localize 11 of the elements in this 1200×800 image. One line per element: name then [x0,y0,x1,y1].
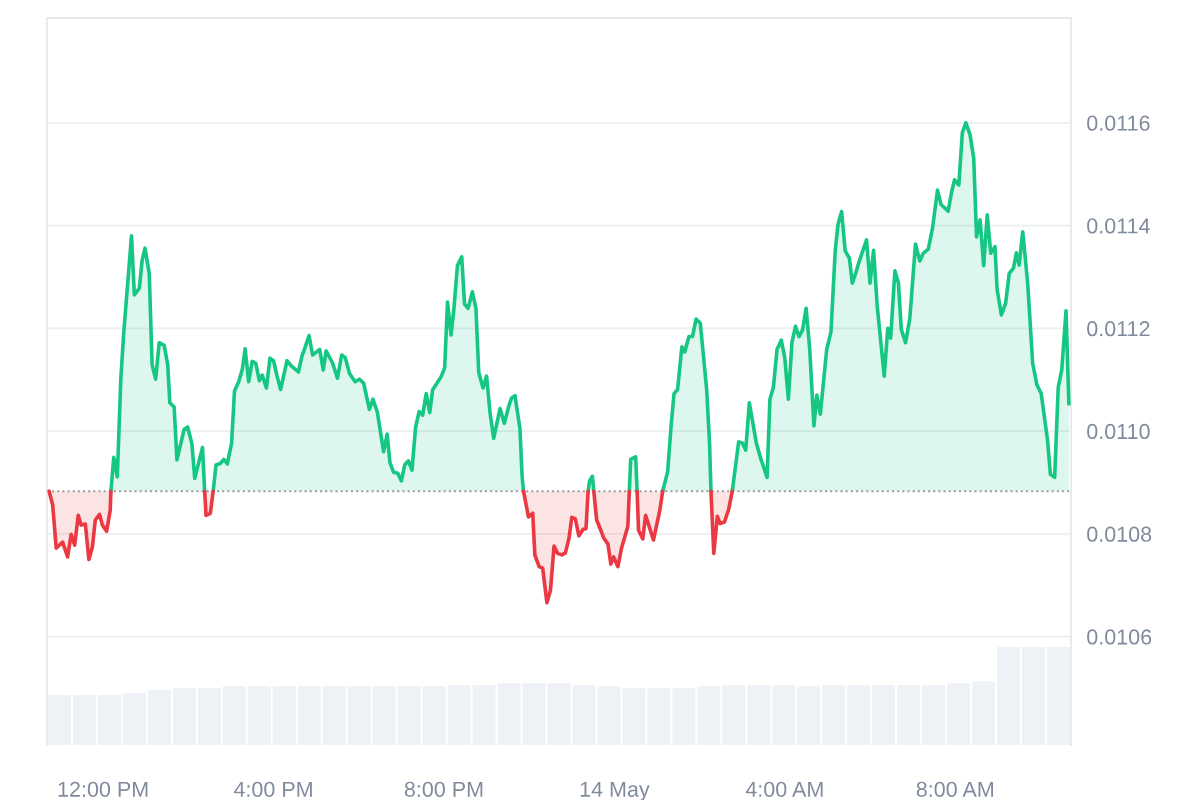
y-tick-label: 0.0108 [1087,526,1152,542]
x-tick-label: 12:00 PM [58,781,148,797]
y-tick-label: 0.0106 [1087,629,1152,645]
x-tick-label: 4:00 AM [745,781,823,797]
x-tick-label: 8:00 PM [404,781,483,797]
y-tick-label: 0.0110 [1087,423,1150,440]
y-tick-label: 0.0116 [1087,115,1150,131]
x-tick-label: 8:00 AM [916,781,993,797]
y-tick-label: 0.0112 [1087,321,1150,337]
x-tick-label: 4:00 PM [233,781,312,797]
y-tick-label: 0.0114 [1087,218,1150,234]
